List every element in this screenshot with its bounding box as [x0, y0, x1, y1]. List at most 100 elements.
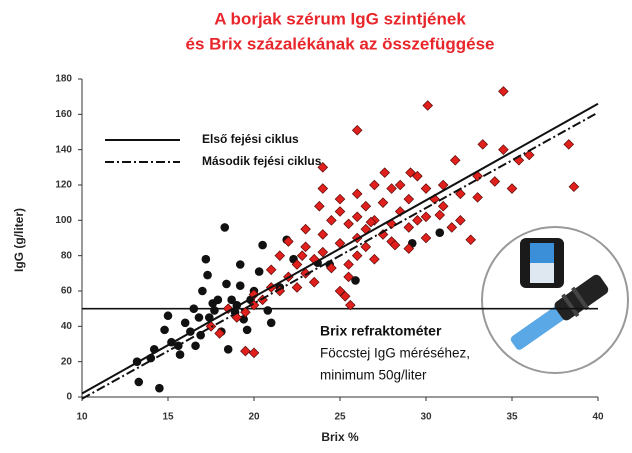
point — [351, 250, 363, 261]
point — [449, 154, 461, 166]
trend-line — [81, 111, 599, 400]
point — [420, 211, 432, 223]
point — [369, 253, 380, 265]
point — [498, 86, 509, 97]
point — [210, 306, 219, 315]
point — [317, 246, 329, 258]
point — [334, 206, 346, 217]
point — [412, 170, 423, 182]
point — [405, 167, 416, 178]
point — [334, 285, 346, 297]
point — [434, 209, 446, 221]
point — [300, 223, 311, 235]
point — [339, 291, 351, 302]
point — [379, 167, 391, 178]
point — [563, 139, 575, 150]
point — [240, 345, 251, 357]
point — [180, 318, 190, 328]
point — [175, 350, 185, 359]
y-tick-label: 100 — [55, 215, 72, 226]
point — [403, 243, 415, 254]
y-tick-label: 140 — [55, 144, 72, 155]
point — [351, 276, 360, 285]
y-tick-label: 60 — [61, 286, 73, 297]
point — [300, 241, 311, 253]
point — [163, 311, 173, 321]
legend-label: Első fejési ciklus — [202, 132, 299, 146]
point — [437, 200, 449, 212]
point — [498, 144, 509, 155]
y-tick-label: 0 — [66, 392, 72, 403]
point — [196, 330, 205, 340]
point — [296, 250, 308, 261]
point — [220, 223, 230, 232]
point — [314, 200, 325, 212]
point — [422, 100, 434, 111]
y-tick-label: 180 — [55, 74, 72, 85]
point — [403, 193, 415, 205]
point — [248, 289, 260, 300]
point — [455, 215, 466, 226]
x-tick-label: 35 — [506, 412, 518, 423]
y-tick-label: 160 — [55, 109, 72, 120]
point — [283, 236, 294, 247]
point — [291, 282, 303, 293]
point — [274, 285, 286, 297]
x-axis-label: Brix % — [321, 430, 359, 444]
point — [326, 262, 337, 274]
x-tick-label: 15 — [162, 412, 174, 423]
point — [343, 259, 354, 270]
chart-title: és Brix százalékának az összefüggése — [186, 34, 495, 53]
x-tick-label: 40 — [592, 412, 604, 423]
point — [203, 270, 212, 280]
point — [506, 183, 518, 194]
trend-line — [81, 102, 599, 395]
point — [194, 313, 204, 322]
point — [201, 254, 211, 264]
point — [208, 299, 218, 308]
point — [317, 162, 329, 173]
point — [412, 215, 423, 226]
point — [360, 241, 372, 253]
point — [258, 240, 267, 250]
point — [394, 179, 406, 191]
point — [155, 383, 164, 393]
point — [266, 318, 276, 328]
point — [235, 260, 245, 269]
y-tick-label: 40 — [61, 321, 73, 332]
point — [455, 188, 466, 200]
point — [326, 215, 337, 226]
point — [222, 279, 231, 289]
point — [214, 328, 225, 339]
point — [377, 197, 389, 208]
point — [317, 183, 329, 194]
point — [189, 304, 199, 313]
point — [465, 234, 477, 246]
point — [274, 250, 286, 261]
point — [403, 222, 415, 233]
legend-label: Második fejési ciklus — [202, 154, 322, 168]
refractometer-illustration — [481, 226, 629, 374]
point — [472, 192, 483, 203]
point — [254, 267, 264, 276]
y-tick-label: 80 — [61, 250, 73, 261]
point — [242, 325, 252, 335]
point — [308, 276, 320, 288]
point — [227, 295, 236, 305]
point — [300, 268, 311, 279]
point — [248, 347, 260, 359]
point — [351, 188, 363, 200]
point — [343, 218, 354, 230]
point — [223, 345, 233, 354]
point — [317, 229, 329, 240]
point — [420, 183, 432, 194]
annotation: minimum 50g/liter — [320, 368, 427, 383]
point — [345, 299, 356, 311]
point — [334, 193, 346, 205]
point — [265, 264, 277, 276]
point — [291, 259, 303, 270]
point — [420, 232, 432, 244]
point — [568, 181, 580, 193]
point — [351, 211, 363, 223]
